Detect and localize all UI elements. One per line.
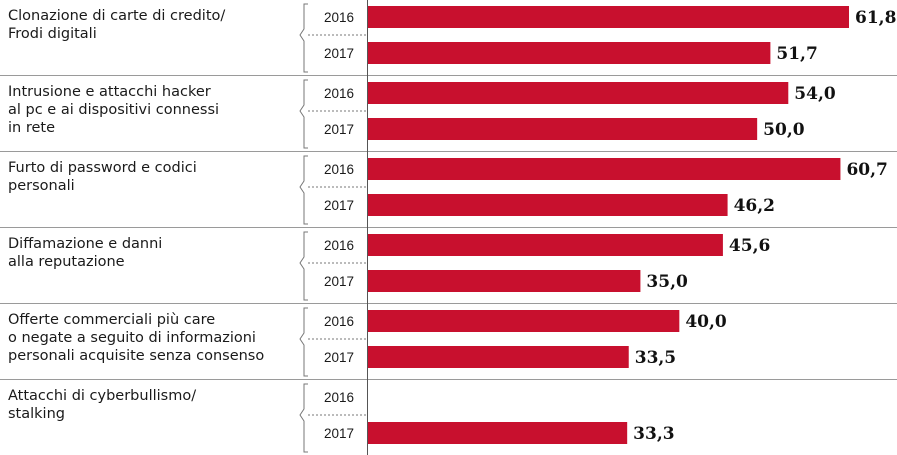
bar	[368, 310, 680, 332]
value-label: 45,6	[729, 236, 770, 256]
value-label: 50,0	[763, 120, 805, 140]
value-label: 33,5	[635, 348, 676, 368]
category-label-line: al pc e ai dispositivi connessi	[8, 102, 219, 118]
bar	[368, 42, 771, 64]
year-label: 2017	[324, 350, 354, 365]
bar	[368, 118, 758, 140]
category-label-line: personali	[8, 178, 75, 194]
year-label: 2017	[324, 46, 354, 61]
category-label-line: in rete	[8, 120, 55, 136]
year-label: 2017	[324, 198, 354, 213]
year-label: 2016	[324, 238, 354, 253]
value-label: 40,0	[685, 312, 727, 332]
category-label-line: alla reputazione	[8, 254, 125, 270]
value-label: 46,2	[734, 196, 775, 216]
category-label-line: Frodi digitali	[8, 26, 97, 42]
bracket	[299, 231, 308, 301]
category-label-line: Clonazione di carte di credito/	[8, 8, 225, 24]
bar	[368, 346, 629, 368]
value-label: 33,3	[633, 424, 674, 444]
bar	[368, 6, 849, 28]
bracket	[299, 307, 308, 377]
year-label: 2016	[324, 10, 354, 25]
value-label: 61,8	[855, 8, 896, 28]
value-label: 54,0	[794, 84, 836, 104]
category-group: Intrusione e attacchi hacker al pc e ai d…	[0, 79, 897, 152]
category-label: Intrusione e attacchi hacker al pc e ai d…	[8, 84, 219, 136]
year-label: 2016	[324, 390, 354, 405]
category-label: Attacchi di cyberbullismo/stalking	[8, 388, 196, 422]
value-label: 51,7	[776, 44, 817, 64]
year-label: 2016	[324, 314, 354, 329]
category-group: Furto di password e codici personali 2016 6…	[0, 155, 897, 228]
bar	[368, 270, 641, 292]
category-group: Offerte commerciali più care o negate a s…	[0, 307, 897, 380]
bar	[368, 234, 723, 256]
category-label-line: Offerte commerciali più care	[8, 312, 215, 328]
bar	[368, 82, 789, 104]
year-label: 2017	[324, 274, 354, 289]
value-label: 60,7	[846, 160, 887, 180]
bar	[368, 422, 628, 444]
category-label-line: Attacchi di cyberbullismo/	[8, 388, 196, 404]
category-label-line: o negate a seguito di informazioni	[8, 330, 256, 346]
category-label-line: Diffamazione e danni	[8, 236, 162, 252]
bar	[368, 158, 841, 180]
category-label-line: stalking	[8, 406, 65, 422]
year-label: 2017	[324, 122, 354, 137]
category-group: Diffamazione e danni alla reputazione 2016…	[0, 231, 897, 304]
category-label: Furto di password e codici personali	[8, 160, 197, 194]
bracket	[299, 3, 308, 73]
category-label: Clonazione di carte di credito/Frodi dig…	[8, 8, 225, 42]
category-label-line: Intrusione e attacchi hacker	[8, 84, 211, 100]
category-label: Diffamazione e danni alla reputazione	[8, 236, 162, 270]
year-label: 2016	[324, 162, 354, 177]
category-label: Offerte commerciali più care o negate a s…	[8, 312, 264, 364]
category-label-line: personali acquisite senza consenso	[8, 348, 264, 364]
bracket	[299, 383, 308, 453]
bar	[368, 194, 728, 216]
year-label: 2017	[324, 426, 354, 441]
category-label-line: Furto di password e codici	[8, 160, 197, 176]
year-label: 2016	[324, 86, 354, 101]
value-label: 35,0	[646, 272, 688, 292]
category-group: Attacchi di cyberbullismo/stalking 2016 20…	[8, 383, 675, 453]
bracket	[299, 155, 308, 225]
category-group: Clonazione di carte di credito/Frodi dig…	[0, 3, 897, 76]
bracket	[299, 79, 308, 149]
